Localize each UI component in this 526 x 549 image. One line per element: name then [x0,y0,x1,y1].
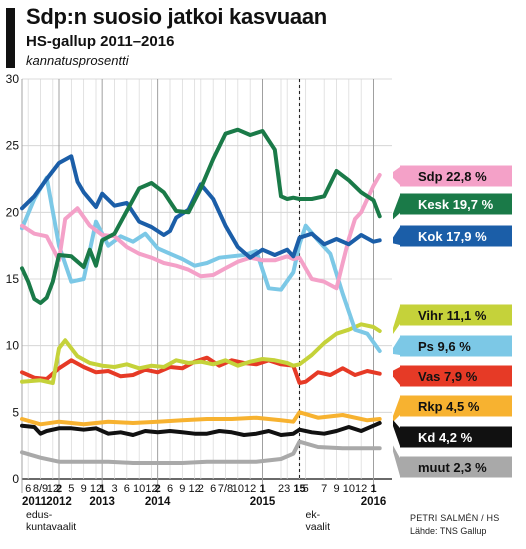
x-month-label: 3 [284,483,290,495]
y-tick-label: 10 [6,339,20,353]
label-box-kd [400,426,512,448]
x-month-label: 2 [56,483,62,495]
x-year-label: 2016 [361,496,387,508]
series-line-muut [20,439,382,465]
x-month-label: 6 [25,483,31,495]
label-text-ps: Ps 9,6 % [418,339,471,354]
title-bar-decoration [6,8,15,68]
x-month-label: 10 [343,483,355,495]
y-tick-label: 15 [6,272,20,286]
x-annotation: kuntavaalit [26,521,76,533]
x-month-label: 2 [155,483,161,495]
series-line-kd [20,421,382,437]
x-year-label: 2014 [145,496,171,508]
x-month-label: 10 [232,483,244,495]
x-month-label: 10 [133,483,145,495]
y-tick-label: 25 [6,139,20,153]
x-annotation: ek- [306,509,321,521]
label-connector-rkp [393,397,400,422]
series-lines [20,127,382,465]
x-month-label: 15 [293,483,305,495]
x-month-label: 1 [370,483,376,495]
x-month-label: 9 [179,483,185,495]
y-tick-label: 20 [6,205,20,219]
x-month-label: 9 [81,483,87,495]
x-year-label: 2011 [22,496,48,508]
x-month-label: 12 [145,483,157,495]
label-text-kd: Kd 4,2 % [418,430,473,445]
credit: PETRI SALMÉN / HS Lähde: TNS Gallup [410,512,499,538]
label-text-vas: Vas 7,9 % [418,369,478,384]
x-month-label: 12 [47,483,59,495]
label-box-ps [400,335,512,357]
x-month-label: 5 [68,483,74,495]
x-month-label: 2 [278,483,284,495]
x-month-label: 12 [90,483,102,495]
y-tick-label: 5 [12,405,19,419]
series-line-kesk [20,127,382,305]
series-line-vas [20,355,382,385]
label-box-vas [400,365,512,387]
x-month-label: 6 [167,483,173,495]
series-line-sdp [20,173,382,291]
x-month-label: 1 [99,483,105,495]
y-axis-unit: kannatusprosentti [26,53,129,68]
x-month-label: 6 [210,483,216,495]
label-text-vihr: Vihr 11,1 % [418,308,487,323]
label-box-vihr [400,304,512,326]
label-connector-kok [393,227,400,245]
series-line-rkp [20,410,382,427]
label-connector-kesk [393,195,400,220]
y-tick-label: 30 [6,72,20,86]
x-year-label: 2015 [250,496,276,508]
x-month-label: 3 [111,483,117,495]
x-year-label: 2012 [46,496,72,508]
x-month-label: 12 [189,483,201,495]
label-text-kok: Kok 17,9 % [418,229,487,244]
label-connector-vas [393,367,400,385]
y-tick-label: 0 [12,472,19,486]
x-annotation: edus- [26,509,53,521]
label-connector-ps [393,337,400,355]
x-month-label: 7 [321,483,327,495]
label-box-sdp [400,165,512,187]
label-connector-muut [393,445,400,476]
x-month-label: 6 [124,483,130,495]
y-axis-ticks: 0 5 10 15 20 25 30 [6,72,20,486]
label-box-kesk [400,193,512,215]
label-box-muut [400,456,512,478]
x-month-label: 2 [198,483,204,495]
x-month-label: 7/8 [218,483,233,495]
label-text-sdp: Sdp 22,8 % [418,169,487,184]
label-box-rkp [400,395,512,417]
chart-title: Sdp:n suosio jatkoi kasvuaan [26,4,327,29]
credit-source: Lähde: TNS Gallup [410,526,487,536]
x-month-label: 5 [303,483,309,495]
x-month-label: 12 [244,483,256,495]
label-text-kesk: Kesk 19,7 % [418,197,494,212]
credit-author: PETRI SALMÉN / HS [410,513,500,523]
x-annotation: vaalit [306,521,331,533]
label-text-rkp: Rkp 4,5 % [418,399,480,414]
series-line-vihr [20,322,382,385]
x-month-label: 1 [259,483,265,495]
x-month-label: 9 [333,483,339,495]
x-month-label: 12 [355,483,367,495]
label-connector-vihr [393,306,400,334]
label-text-muut: muut 2,3 % [418,460,487,475]
chart-subtitle: HS-gallup 2011–2016 [26,33,175,50]
x-year-label: 2013 [89,496,115,508]
label-box-kok [400,225,512,247]
x-month-label: 8/9 [33,483,48,495]
series-labels: muut 2,3 % Rkp 4,5 % Kd 4,2 % Vas 7,9 % Vihr… [393,165,512,478]
label-connector-sdp [393,167,400,185]
label-connector-kd [393,420,400,446]
